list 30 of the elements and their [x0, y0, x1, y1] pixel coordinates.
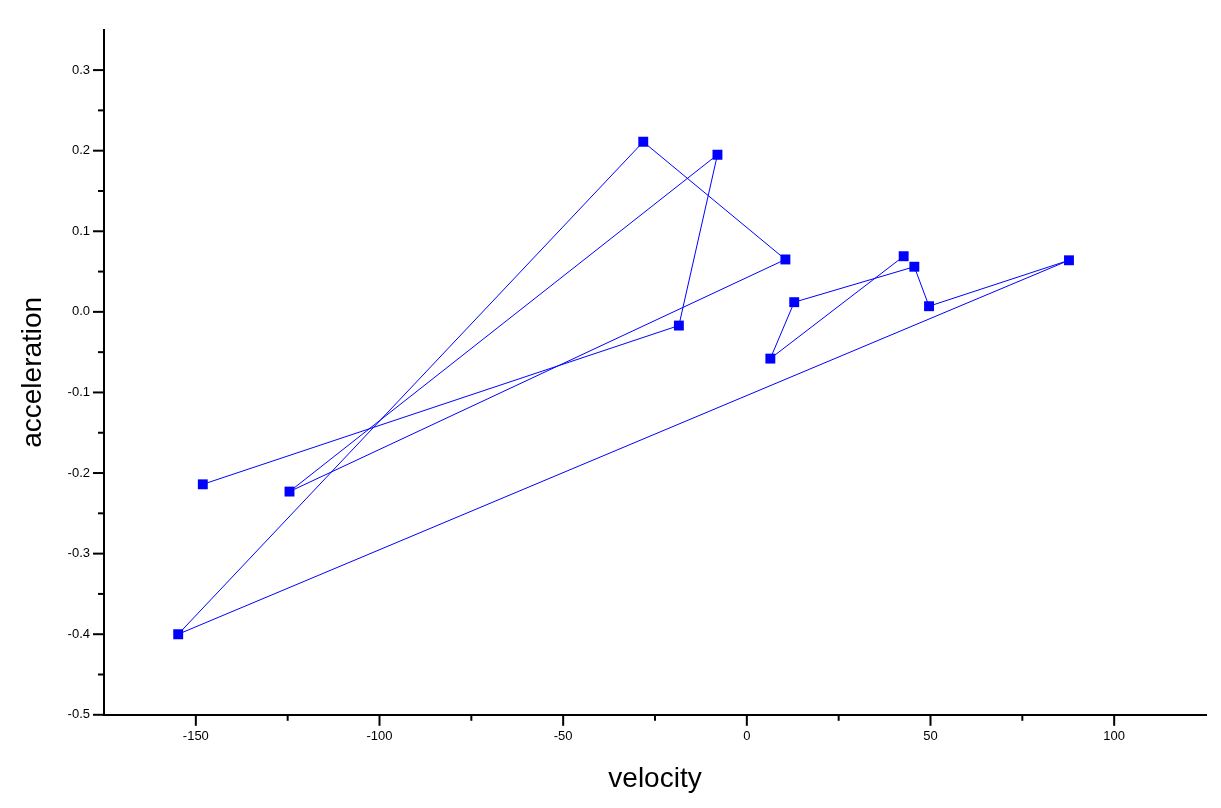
y-tick-label: -0.2 — [67, 464, 90, 480]
point — [173, 629, 184, 640]
y-tick-label: -0.3 — [67, 545, 90, 561]
point — [1064, 255, 1074, 266]
point — [673, 320, 684, 331]
point — [789, 297, 800, 308]
x-tick-label: 50 — [923, 728, 938, 744]
point — [284, 486, 295, 497]
x-tick-label: 0 — [743, 728, 751, 744]
x-tick-label: -50 — [553, 728, 573, 744]
x-tick-label: -150 — [182, 728, 209, 744]
y-tick-label: 0.0 — [71, 303, 90, 319]
point — [780, 254, 791, 265]
point — [898, 251, 909, 262]
point — [197, 479, 208, 490]
x-tick-label: 100 — [1103, 728, 1126, 744]
y-tick-label: 0.3 — [71, 61, 90, 77]
point — [638, 136, 649, 147]
y-axis-title: acceleration — [15, 296, 47, 448]
y-tick-label: 0.2 — [71, 142, 90, 158]
point — [765, 353, 776, 364]
x-tick-label: -100 — [366, 728, 393, 744]
y-tick-label: -0.5 — [67, 706, 90, 722]
x-axis-title: velocity — [608, 761, 702, 793]
y-tick-label: 0.1 — [71, 222, 90, 238]
y-tick-label: -0.4 — [67, 625, 90, 641]
point — [712, 149, 723, 160]
point — [909, 261, 920, 272]
point — [924, 301, 934, 312]
y-tick-label: -0.1 — [67, 384, 90, 400]
